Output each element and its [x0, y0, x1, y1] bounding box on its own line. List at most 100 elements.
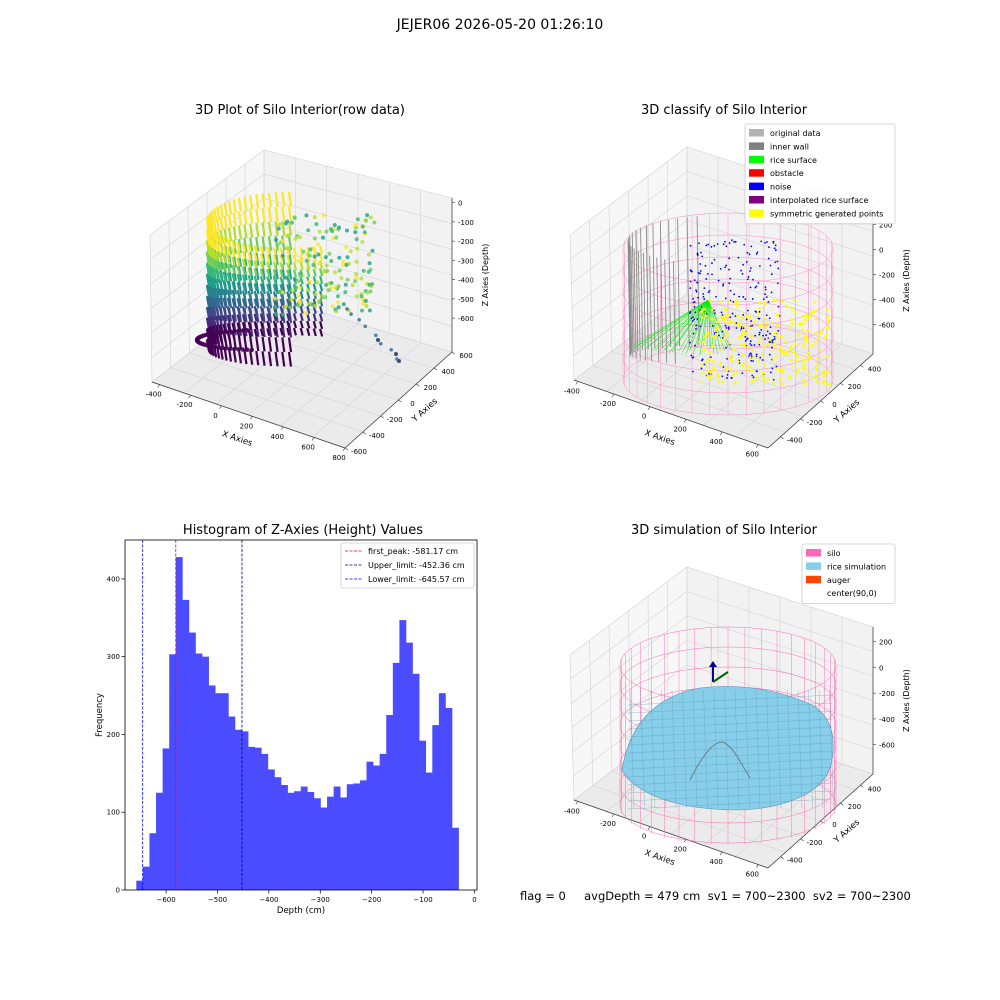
- point-band: [227, 200, 233, 215]
- noise-point: [731, 239, 733, 242]
- point-band: [287, 235, 293, 251]
- noise-point: [725, 264, 728, 267]
- data-point: [277, 289, 282, 294]
- legend-swatch: [749, 129, 764, 137]
- symmetric-point: [768, 338, 771, 341]
- point-band: [287, 351, 293, 367]
- noise-point: [693, 279, 696, 282]
- data-point: [293, 236, 298, 241]
- histogram-chart: −600 −500 −400 −300 −200 −100 0 0 100 200 300 400 De…: [95, 539, 478, 916]
- point-band: [253, 267, 258, 277]
- noise-point: [701, 358, 704, 361]
- point-band: [249, 209, 254, 224]
- noise-point: [734, 315, 737, 318]
- data-point: [370, 248, 375, 253]
- point-band: [266, 246, 271, 255]
- histogram-bar: [267, 769, 275, 890]
- histogram-bar: [175, 557, 183, 890]
- symmetric-point: [743, 342, 747, 346]
- auger-arrow: [709, 661, 717, 667]
- symmetric-point: [802, 344, 806, 348]
- noise-point: [774, 244, 777, 247]
- point-band: [223, 228, 228, 243]
- data-point: [289, 297, 294, 302]
- data-point: [354, 237, 359, 242]
- point-band: [215, 297, 220, 308]
- symmetric-point: [741, 353, 745, 357]
- symmetric-point: [760, 323, 763, 327]
- symmetric-point: [775, 354, 779, 358]
- x-tick-label: -400: [564, 387, 580, 395]
- point-band: [247, 275, 252, 284]
- histogram-bar: [281, 785, 288, 890]
- surface-mesh-line: [627, 734, 833, 746]
- surface-mesh-line: [627, 766, 833, 778]
- point-band: [266, 320, 271, 329]
- symmetric-point: [703, 346, 706, 350]
- point-band: [212, 230, 217, 241]
- data-point: [314, 222, 319, 227]
- point-band: [253, 290, 258, 299]
- point-band: [266, 291, 271, 300]
- point-band: [292, 313, 298, 322]
- data-point: [324, 229, 329, 234]
- noise-point: [733, 241, 735, 243]
- symmetric-point: [797, 333, 801, 337]
- point-band: [253, 306, 258, 315]
- data-point: [301, 249, 306, 254]
- point-band: [286, 313, 291, 322]
- point-band: [247, 313, 252, 323]
- data-point: [273, 296, 278, 301]
- noise-point: [700, 251, 702, 254]
- y-tick: [380, 415, 384, 419]
- symmetric-point: [772, 344, 776, 348]
- histogram-bar: [149, 833, 157, 890]
- data-point: [284, 246, 289, 251]
- y-tick-label: 100: [107, 809, 120, 817]
- point-band: [312, 313, 317, 322]
- symmetric-point: [793, 310, 797, 314]
- point-band: [312, 268, 317, 277]
- symmetric-point: [771, 349, 774, 352]
- point-band: [261, 236, 266, 252]
- point-band: [299, 254, 304, 263]
- symmetric-point: [706, 374, 710, 378]
- symmetric-point: [790, 306, 794, 310]
- symmetric-point: [764, 325, 768, 329]
- point-band: [287, 220, 293, 236]
- point-band: [259, 320, 264, 330]
- noise-point: [740, 327, 743, 330]
- noise-point: [712, 324, 714, 327]
- histogram-bar: [234, 729, 242, 890]
- histogram-bar: [261, 753, 269, 890]
- point-band: [319, 245, 324, 254]
- point-band: [231, 331, 236, 340]
- histogram-bar: [313, 798, 321, 890]
- surface-mesh-line: [627, 726, 833, 738]
- point-band: [255, 194, 260, 209]
- symmetric-point: [745, 314, 749, 318]
- symmetric-point: [816, 337, 820, 341]
- noise-point: [727, 328, 730, 330]
- point-band: [241, 282, 247, 291]
- y-axis-label: Frequency: [95, 693, 105, 737]
- surface-mesh-line: [627, 790, 833, 802]
- symmetric-point: [733, 381, 737, 385]
- noise-point: [746, 278, 749, 281]
- x-tick: [683, 839, 687, 843]
- symmetric-point: [743, 325, 747, 329]
- y-tick-label: -400: [787, 437, 803, 445]
- y-tick-label: 0: [116, 887, 120, 895]
- point-band: [212, 268, 217, 279]
- y-tick-label: 0: [410, 400, 414, 408]
- point-band: [237, 349, 243, 364]
- symmetric-point: [807, 344, 811, 348]
- symmetric-point: [775, 323, 779, 327]
- histogram-bar: [432, 725, 440, 890]
- noise-point: [713, 258, 716, 261]
- data-point: [349, 312, 353, 316]
- histogram-bar: [333, 786, 341, 890]
- noise-point: [764, 241, 766, 244]
- point-band: [231, 264, 236, 274]
- point-band: [253, 321, 258, 330]
